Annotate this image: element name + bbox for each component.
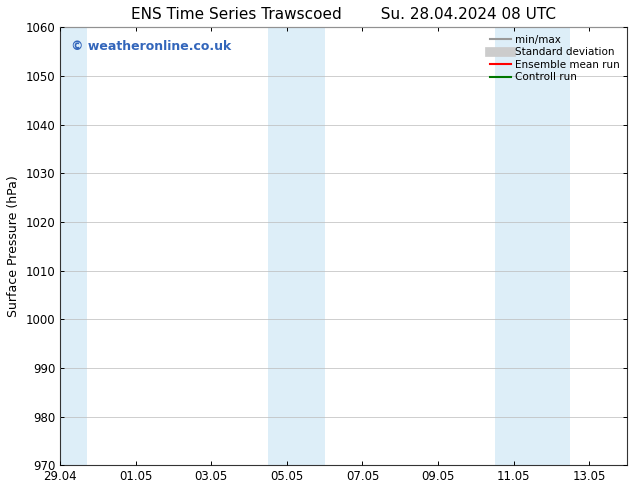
Bar bbox=[60, 27, 87, 465]
Y-axis label: Surface Pressure (hPa): Surface Pressure (hPa) bbox=[7, 175, 20, 317]
Bar bbox=[495, 27, 571, 465]
Title: ENS Time Series Trawscoed        Su. 28.04.2024 08 UTC: ENS Time Series Trawscoed Su. 28.04.2024… bbox=[131, 7, 556, 22]
Bar bbox=[268, 27, 325, 465]
Legend: min/max, Standard deviation, Ensemble mean run, Controll run: min/max, Standard deviation, Ensemble me… bbox=[488, 32, 622, 84]
Text: © weatheronline.co.uk: © weatheronline.co.uk bbox=[72, 40, 231, 53]
